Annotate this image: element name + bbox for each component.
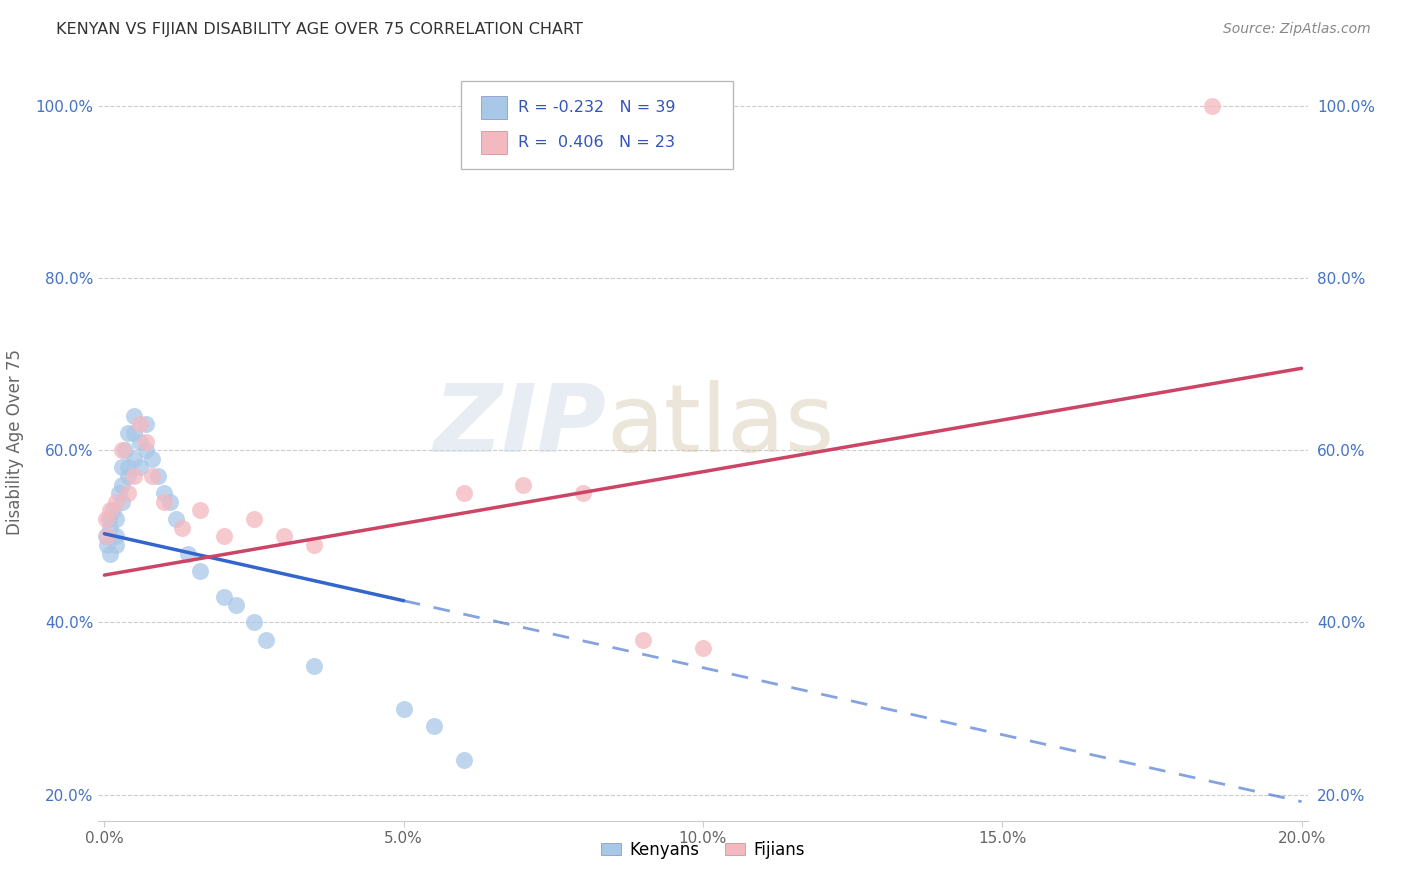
Point <box>631 632 654 647</box>
Point <box>392 701 415 715</box>
Point <box>165 512 187 526</box>
Point <box>129 417 152 432</box>
Point <box>254 632 277 647</box>
Point <box>302 538 325 552</box>
Point <box>243 512 266 526</box>
FancyBboxPatch shape <box>461 81 734 169</box>
Point <box>135 417 157 432</box>
Point <box>124 451 146 466</box>
Point <box>172 521 194 535</box>
Point <box>105 529 128 543</box>
FancyBboxPatch shape <box>481 131 508 154</box>
Point <box>100 503 122 517</box>
Text: ZIP: ZIP <box>433 380 606 473</box>
Point <box>225 599 247 613</box>
Point <box>212 590 235 604</box>
Point <box>422 719 444 733</box>
Point <box>96 529 118 543</box>
Point <box>96 529 118 543</box>
Point <box>135 443 157 458</box>
Point <box>111 443 134 458</box>
Point <box>96 538 118 552</box>
Point <box>177 547 200 561</box>
Point <box>124 469 146 483</box>
Point <box>100 521 122 535</box>
Point <box>692 641 714 656</box>
Point <box>148 469 170 483</box>
Point <box>105 538 128 552</box>
Point <box>111 495 134 509</box>
Y-axis label: Disability Age Over 75: Disability Age Over 75 <box>7 349 24 534</box>
Point <box>103 503 125 517</box>
Point <box>141 469 163 483</box>
Text: KENYAN VS FIJIAN DISABILITY AGE OVER 75 CORRELATION CHART: KENYAN VS FIJIAN DISABILITY AGE OVER 75 … <box>56 22 583 37</box>
Text: atlas: atlas <box>606 380 835 473</box>
Text: R = -0.232   N = 39: R = -0.232 N = 39 <box>517 100 675 115</box>
Point <box>512 477 534 491</box>
Point <box>302 658 325 673</box>
FancyBboxPatch shape <box>481 95 508 119</box>
Point <box>124 425 146 440</box>
Point <box>117 486 139 500</box>
Point <box>453 486 475 500</box>
Point <box>114 443 136 458</box>
Point <box>153 486 176 500</box>
Point <box>97 512 120 526</box>
Point <box>124 409 146 423</box>
Point <box>105 495 128 509</box>
Text: R =  0.406   N = 23: R = 0.406 N = 23 <box>517 136 675 151</box>
Point <box>111 460 134 475</box>
Point <box>141 451 163 466</box>
Point <box>153 495 176 509</box>
Point <box>111 477 134 491</box>
Point <box>572 486 595 500</box>
Point <box>212 529 235 543</box>
Point <box>243 615 266 630</box>
Point <box>129 460 152 475</box>
Point <box>453 753 475 767</box>
Point <box>188 564 211 578</box>
Point <box>129 434 152 449</box>
Point <box>105 512 128 526</box>
Point <box>117 425 139 440</box>
Point <box>96 512 118 526</box>
Point <box>159 495 181 509</box>
Text: Source: ZipAtlas.com: Source: ZipAtlas.com <box>1223 22 1371 37</box>
Point <box>188 503 211 517</box>
Point <box>135 434 157 449</box>
Point <box>117 460 139 475</box>
Point <box>100 547 122 561</box>
Legend: Kenyans, Fijians: Kenyans, Fijians <box>595 834 811 865</box>
Point <box>1201 98 1223 112</box>
Point <box>117 469 139 483</box>
Point <box>108 486 131 500</box>
Point <box>273 529 295 543</box>
